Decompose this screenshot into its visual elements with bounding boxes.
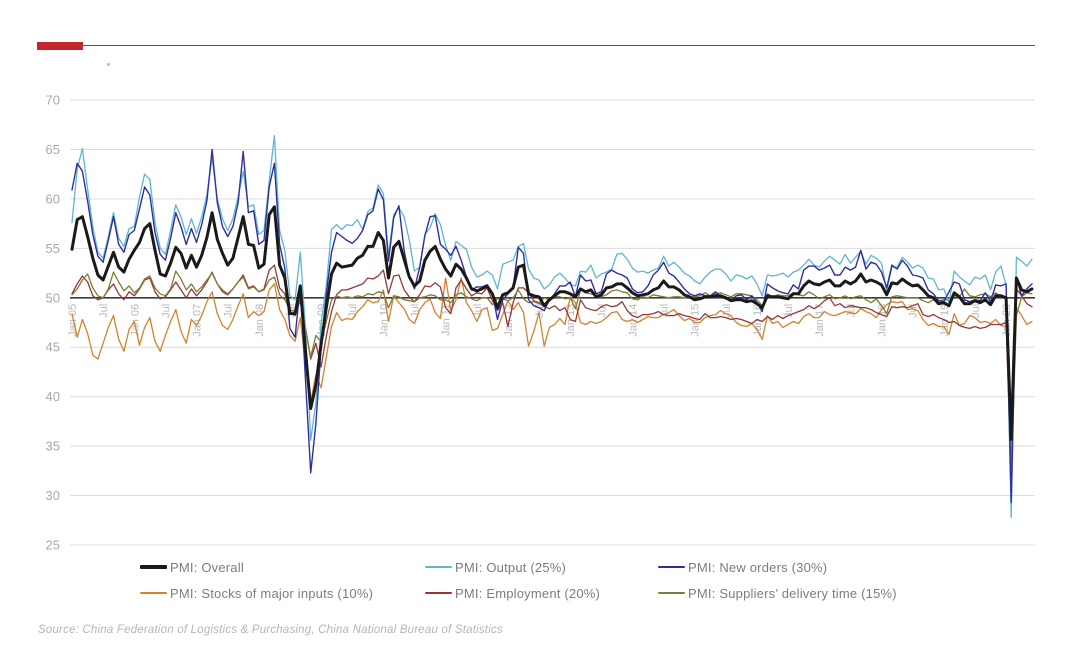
legend-item-overall: PMI: Overall <box>140 559 244 575</box>
legend-label: PMI: New orders (30%) <box>688 559 828 575</box>
x-axis-tick-label: Jul <box>659 304 671 318</box>
legend-swatch-stocks <box>140 592 167 594</box>
legend-label: PMI: Stocks of major inputs (10%) <box>170 585 374 601</box>
y-axis-tick-label: 70 <box>46 93 60 108</box>
legend-item-suppliers: PMI: Suppliers’ delivery time (15%) <box>658 585 897 601</box>
red-accent-line <box>83 45 1035 46</box>
legend-item-employment: PMI: Employment (20%) <box>425 585 600 601</box>
series-line-overall <box>70 205 1034 441</box>
x-axis-tick-label: Jan 07 <box>192 304 204 337</box>
y-axis-tick-label: 45 <box>46 340 60 355</box>
y-axis-tick-label: 40 <box>46 389 60 404</box>
series-line-suppliers <box>71 270 1033 476</box>
legend-swatch-output <box>425 566 452 568</box>
x-axis-tick-label: Jul <box>160 304 172 318</box>
y-axis-tick-label: 60 <box>46 191 60 206</box>
y-axis-tick-label: 25 <box>46 538 60 553</box>
legend-swatch-new-orders <box>658 566 685 568</box>
x-axis-tick-label: Jan 08 <box>254 304 266 337</box>
x-axis-tick-label: Jul <box>596 304 608 318</box>
stray-dot <box>107 63 110 66</box>
x-axis-tick-label: Jul <box>98 304 110 318</box>
x-axis-tick-label: Jul <box>223 304 235 318</box>
x-axis-tick-label: Jan 17 <box>814 304 826 337</box>
y-axis-tick-label: 65 <box>46 142 60 157</box>
legend-label: PMI: Output (25%) <box>455 559 567 575</box>
legend-label: PMI: Suppliers’ delivery time (15%) <box>688 585 897 601</box>
x-axis-tick-label: Jan 15 <box>690 304 702 337</box>
x-axis-tick-label: Jul <box>845 304 857 318</box>
x-axis-tick-label: Jan 06 <box>129 304 141 337</box>
red-accent-bar <box>37 42 83 50</box>
x-axis-tick-label: Jul <box>908 304 920 318</box>
y-axis-tick-label: 55 <box>46 241 60 256</box>
legend-swatch-overall <box>140 565 167 569</box>
legend-label: PMI: Overall <box>170 559 244 575</box>
x-axis-tick-label: Jul <box>472 304 484 318</box>
y-axis-tick-label: 50 <box>46 290 60 305</box>
legend-item-new-orders: PMI: New orders (30%) <box>658 559 827 575</box>
y-axis-tick-label: 35 <box>46 439 60 454</box>
legend-item-output: PMI: Output (25%) <box>425 559 566 575</box>
series-line-stocks <box>71 277 1033 458</box>
x-axis-tick-label: Jul <box>970 304 982 318</box>
y-axis-tick-label: 30 <box>46 488 60 503</box>
series-line-output <box>71 134 1033 518</box>
legend-swatch-suppliers <box>658 592 685 594</box>
x-axis-tick-label: Jul <box>721 304 733 318</box>
legend-label: PMI: Employment (20%) <box>455 585 601 601</box>
source-note: Source: China Federation of Logistics & … <box>38 624 503 636</box>
legend-swatch-employment <box>425 592 452 594</box>
legend-item-stocks: PMI: Stocks of major inputs (10%) <box>140 585 373 601</box>
